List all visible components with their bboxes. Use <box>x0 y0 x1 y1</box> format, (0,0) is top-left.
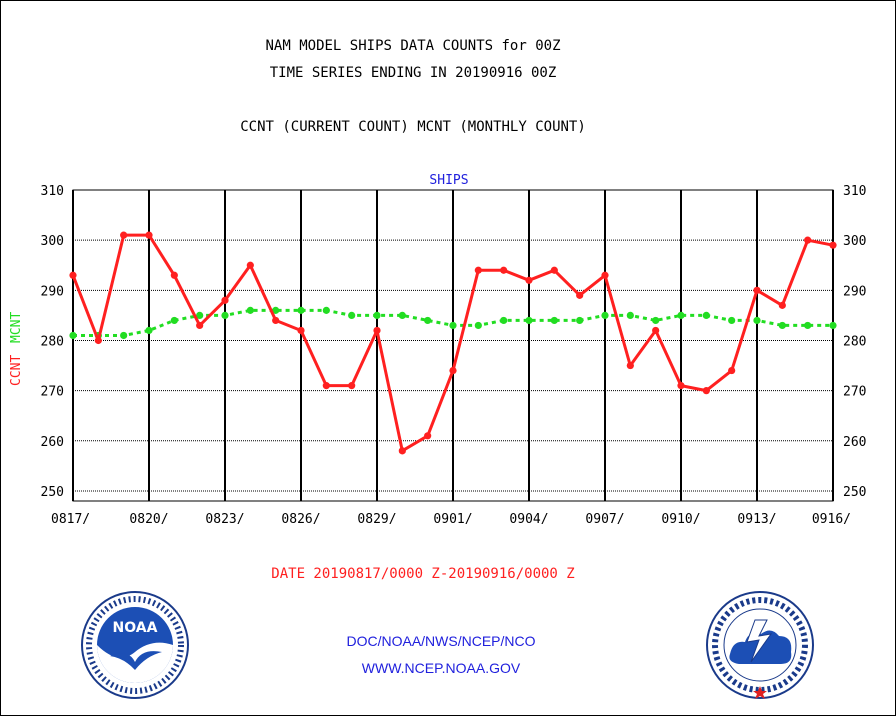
ccnt-point <box>550 266 558 274</box>
mcnt-point <box>702 311 710 320</box>
x-tick-label: 0823/ <box>205 512 244 527</box>
ccnt-point <box>398 447 406 455</box>
y-tick-label-left: 270 <box>41 385 64 400</box>
chart-subtitle: CCNT (CURRENT COUNT) MCNT (MONTHLY COUNT… <box>240 119 586 135</box>
x-tick-label: 0817/ <box>51 512 90 527</box>
mcnt-point <box>525 316 533 325</box>
y-tick-label-right: 270 <box>843 385 866 400</box>
y-tick-label-right: 260 <box>843 435 866 450</box>
ccnt-point <box>322 382 330 390</box>
x-tick-label: 0820/ <box>129 512 168 527</box>
mcnt-point <box>601 311 609 320</box>
y-tick-label-left: 250 <box>41 485 64 500</box>
mcnt-point <box>778 321 786 330</box>
noaa-logo-text: NOAA <box>113 620 158 636</box>
mcnt-point <box>500 316 508 325</box>
ccnt-point <box>221 296 229 304</box>
mcnt-point <box>120 331 128 340</box>
ccnt-point <box>525 276 533 284</box>
ccnt-point <box>424 432 432 440</box>
mcnt-point <box>677 311 685 320</box>
mcnt-point <box>373 311 381 320</box>
mcnt-point <box>424 316 432 325</box>
mcnt-point <box>753 316 761 325</box>
mcnt-point <box>322 306 330 314</box>
x-tick-label: 0913/ <box>737 512 776 527</box>
y-tick-label-right: 250 <box>843 485 866 500</box>
x-tick-label: 0904/ <box>509 512 548 527</box>
date-range-label: DATE 20190817/0000 Z-20190916/0000 Z <box>271 566 575 582</box>
ccnt-point <box>348 382 356 390</box>
chart-title-line2: TIME SERIES ENDING IN 20190916 00Z <box>269 65 557 81</box>
ccnt-point <box>297 326 305 335</box>
x-tick-label: 0901/ <box>433 512 472 527</box>
mcnt-point <box>145 326 153 335</box>
y-tick-label-right: 300 <box>843 234 866 249</box>
org-link[interactable]: DOC/NOAA/NWS/NCEP/NCO <box>346 633 536 649</box>
mcnt-point <box>221 311 229 320</box>
ccnt-point <box>69 271 77 279</box>
y-axis-label-mcnt: MCNT <box>9 312 24 343</box>
nws-logo-icon <box>706 591 814 699</box>
x-tick-label: 0826/ <box>281 512 320 527</box>
y-axis-label-ccnt: CCNT <box>9 355 24 386</box>
mcnt-point <box>804 321 812 330</box>
y-tick-label-left: 310 <box>41 184 64 199</box>
ccnt-point <box>120 231 128 239</box>
ccnt-point <box>728 366 736 375</box>
ccnt-point <box>196 321 204 330</box>
ccnt-point <box>576 291 584 299</box>
noaa-logo-icon: NOAA <box>81 591 189 699</box>
ccnt-point <box>272 316 280 325</box>
ccnt-point <box>702 387 710 395</box>
y-tick-label-right: 280 <box>843 334 866 349</box>
ccnt-point <box>170 271 178 279</box>
y-tick-label-left: 290 <box>41 284 64 299</box>
x-tick-label: 0916/ <box>812 512 851 527</box>
ccnt-point <box>677 382 685 390</box>
mcnt-point <box>246 306 254 314</box>
ccnt-point <box>626 361 634 370</box>
mcnt-point <box>170 316 178 325</box>
mcnt-point <box>652 316 660 325</box>
ccnt-point <box>652 326 660 335</box>
mcnt-point <box>550 316 558 325</box>
mcnt-point <box>196 311 204 320</box>
ccnt-point <box>804 236 812 244</box>
mcnt-point <box>449 321 457 330</box>
x-tick-label: 0910/ <box>661 512 700 527</box>
chart-title-line1: NAM MODEL SHIPS DATA COUNTS for 00Z <box>265 38 561 54</box>
ccnt-point <box>373 326 381 335</box>
ccnt-point <box>753 286 761 294</box>
y-tick-label-left: 300 <box>41 234 64 249</box>
ccnt-point <box>246 261 254 269</box>
ccnt-point <box>449 366 457 375</box>
y-tick-label-right: 310 <box>843 184 866 199</box>
mcnt-point <box>728 316 736 325</box>
mcnt-point <box>474 321 482 330</box>
mcnt-point <box>297 306 305 314</box>
y-tick-label-right: 290 <box>843 284 866 299</box>
website-link[interactable]: WWW.NCEP.NOAA.GOV <box>361 660 521 676</box>
ccnt-point <box>474 266 482 274</box>
ccnt-point <box>778 301 786 309</box>
y-tick-label-left: 260 <box>41 435 64 450</box>
mcnt-point <box>398 311 406 320</box>
ccnt-point <box>145 231 153 239</box>
ccnt-point <box>829 241 837 249</box>
mcnt-point <box>576 316 584 325</box>
y-tick-label-left: 280 <box>41 334 64 349</box>
x-tick-label: 0829/ <box>357 512 396 527</box>
x-tick-label: 0907/ <box>585 512 624 527</box>
plot-title: SHIPS <box>429 173 468 188</box>
ccnt-point <box>601 271 609 279</box>
mcnt-point <box>272 306 280 314</box>
mcnt-point <box>69 331 77 340</box>
mcnt-point <box>829 321 837 330</box>
ccnt-point <box>500 266 508 274</box>
mcnt-point <box>626 311 634 320</box>
mcnt-point <box>348 311 356 320</box>
ccnt-point <box>94 336 102 345</box>
